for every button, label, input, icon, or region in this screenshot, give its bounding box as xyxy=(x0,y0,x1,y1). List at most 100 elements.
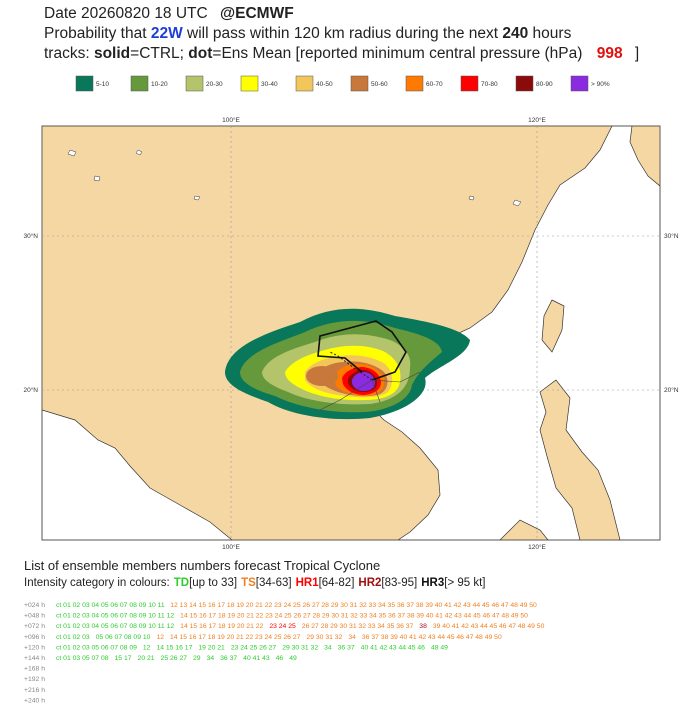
members-title: List of ensemble members numbers forecas… xyxy=(24,558,380,573)
legend-label: > 90% xyxy=(591,81,610,88)
member-numbers: 15 17 xyxy=(115,655,132,662)
philippines xyxy=(539,379,621,540)
category-name: HR3 xyxy=(421,577,444,589)
hours: 240 xyxy=(502,25,528,42)
category-name: TD xyxy=(174,577,189,589)
member-numbers: 40 41 43 xyxy=(243,655,270,662)
row-members: ct 01 02 03 05 06 07 08 09 10 12 14 15 16 1… xyxy=(56,634,502,641)
category-range: [> 95 kt] xyxy=(444,577,485,589)
member-numbers: ct 01 02 03 04 05 06 07 08 09 10 11 12 xyxy=(56,623,174,630)
row-hour: +144 h xyxy=(24,655,45,662)
intensity-line: Intensity category in colours: TD[up to 3… xyxy=(24,577,485,589)
row-members: ct 01 02 03 04 05 06 07 08 09 10 11 12 14… xyxy=(56,623,545,630)
row-members: ct 01 02 03 05 06 07 08 09 12 14 15 16 17 1… xyxy=(56,644,448,651)
member-numbers: ct 01 02 03 05 06 07 08 09 xyxy=(56,644,137,651)
lat-label: 20°N xyxy=(23,386,38,394)
storm-id: 22W xyxy=(151,25,183,42)
text: solid xyxy=(94,45,130,62)
legend-swatch xyxy=(130,75,149,92)
member-numbers: 12 xyxy=(143,644,151,651)
legend: 5-10 10-20 20-30 30-40 40-50 50-60 60-70 70-80 8… xyxy=(75,75,610,92)
legend-swatch xyxy=(515,75,534,92)
legend-label: 10-20 xyxy=(151,81,168,88)
legend-swatch xyxy=(570,75,589,92)
member-numbers: 29 30 31 32 xyxy=(306,634,342,641)
intensity-intro: Intensity category in colours: xyxy=(24,577,170,589)
member-numbers: 49 xyxy=(289,655,297,662)
text: Probability that xyxy=(44,25,147,42)
taiwan xyxy=(541,299,565,353)
legend-swatch xyxy=(185,75,204,92)
row-hour: +240 h xyxy=(24,697,45,704)
korea xyxy=(629,126,660,187)
map: 100°E 120°E 100°E 120°E 30°N 20°N 30°N 2… xyxy=(23,116,678,551)
pressure: 998 xyxy=(597,45,623,62)
header-line-2: Probability that 22W will pass within 12… xyxy=(44,25,572,42)
member-numbers: 40 41 42 43 44 45 46 xyxy=(361,644,425,651)
row-hour: +096 h xyxy=(24,634,45,641)
member-numbers: 23 24 25 xyxy=(269,623,296,630)
member-numbers: 34 xyxy=(207,655,215,662)
lon-label: 120°E xyxy=(528,116,546,124)
lon-label: 100°E xyxy=(222,543,240,551)
category-name: HR1 xyxy=(296,577,320,589)
member-numbers: 19 20 21 xyxy=(198,644,225,651)
member-numbers: 23 24 25 26 27 xyxy=(231,644,277,651)
member-numbers: 38 xyxy=(419,623,427,630)
member-numbers: 26 27 28 29 30 31 32 33 34 35 36 37 xyxy=(302,623,414,630)
member-numbers: 29 30 31 32 xyxy=(282,644,318,651)
text: =Ens Mean [reported minimum central pres… xyxy=(212,45,582,62)
text: tracks: xyxy=(44,45,90,62)
lat-label: 30°N xyxy=(23,232,38,240)
lon-label: 120°E xyxy=(528,543,546,551)
legend-swatch xyxy=(460,75,479,92)
row-members: ct 01 02 03 04 05 06 07 08 09 10 11 12 13… xyxy=(56,602,537,609)
borneo xyxy=(499,519,549,540)
ctrl-track xyxy=(317,320,407,381)
category-range: [34-63] xyxy=(256,577,292,589)
member-numbers: ct 01 02 03 04 05 06 07 08 09 10 11 xyxy=(56,602,165,609)
legend-label: 30-40 xyxy=(261,81,278,88)
member-numbers: 20 21 xyxy=(138,655,155,662)
legend-swatch xyxy=(75,75,94,92)
member-numbers: 29 xyxy=(193,655,201,662)
member-numbers: 05 06 07 08 09 10 xyxy=(96,634,151,641)
legend-swatch xyxy=(405,75,424,92)
member-numbers: ct 01 03 05 07 08 xyxy=(56,655,109,662)
date: Date 20260820 18 UTC xyxy=(44,5,208,22)
lon-label: 100°E xyxy=(222,116,240,124)
legend-swatch xyxy=(240,75,259,92)
member-numbers: 36 37 38 39 40 41 42 43 44 45 46 47 48 4… xyxy=(362,634,502,641)
probability-field xyxy=(225,308,470,420)
legend-label: 70-80 xyxy=(481,81,498,88)
member-numbers: 14 15 16 17 xyxy=(156,644,192,651)
row-hour: +024 h xyxy=(24,602,45,609)
legend-label: 60-70 xyxy=(426,81,443,88)
category-name: TS xyxy=(241,577,256,589)
legend-label: 40-50 xyxy=(316,81,333,88)
member-numbers: 14 15 16 17 18 19 20 21 22 23 24 25 26 2… xyxy=(180,613,528,620)
legend-swatch xyxy=(350,75,369,92)
legend-swatch xyxy=(295,75,314,92)
source: @ECMWF xyxy=(220,5,294,22)
text: will pass within 120 km radius during th… xyxy=(186,25,499,42)
legend-label: 20-30 xyxy=(206,81,223,88)
category-name: HR2 xyxy=(358,577,381,589)
member-numbers: 36 37 xyxy=(220,655,237,662)
member-numbers: ct 01 02 03 04 05 06 07 08 09 10 11 12 xyxy=(56,613,174,620)
lakes xyxy=(67,149,522,207)
member-numbers: ct 01 02 03 xyxy=(56,634,90,641)
row-members: ct 01 03 05 07 08 15 17 20 21 25 26 27 29 34 3… xyxy=(56,655,297,662)
member-numbers: 12 xyxy=(156,634,164,641)
legend-label: 50-60 xyxy=(371,81,388,88)
row-hour: +048 h xyxy=(24,613,45,620)
lat-label: 20°N xyxy=(664,386,679,394)
member-numbers: 36 37 xyxy=(338,644,355,651)
probability-area xyxy=(352,372,375,391)
member-numbers: 12 13 14 15 16 17 18 19 20 21 22 23 24 2… xyxy=(170,602,537,609)
legend-label: 80-90 xyxy=(536,81,553,88)
category-range: [83-95] xyxy=(381,577,417,589)
row-hour: +072 h xyxy=(24,623,45,630)
member-numbers: 34 xyxy=(348,634,356,641)
